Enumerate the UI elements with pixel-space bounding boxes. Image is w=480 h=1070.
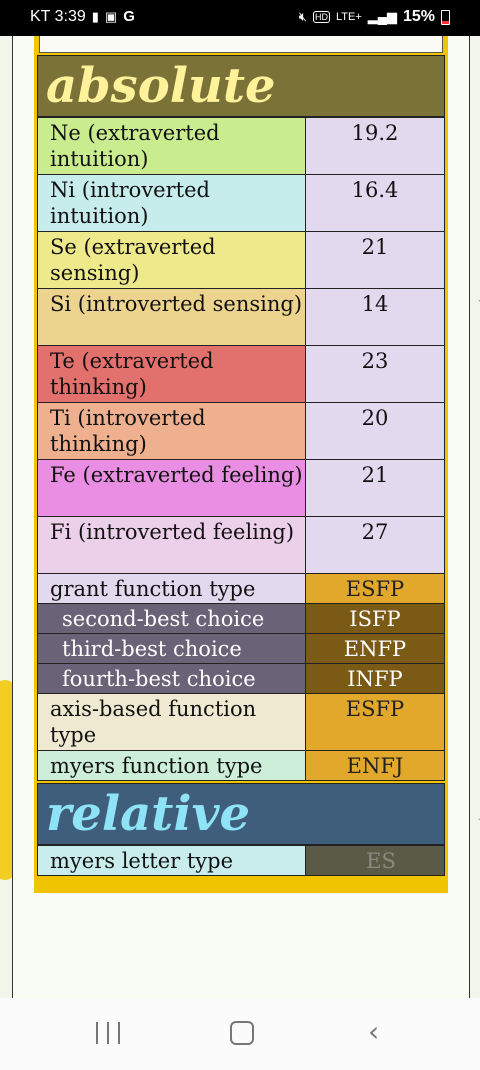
hd-icon: HD	[312, 11, 330, 23]
table-row: Ne (extraverted intuition) 19.2	[37, 117, 446, 175]
axis-label: axis-based function type	[37, 693, 306, 751]
navigation-bar: ‹	[0, 998, 480, 1070]
function-value: 21	[304, 231, 446, 289]
google-icon: G	[123, 8, 135, 25]
function-value: 27	[304, 516, 446, 574]
table-top-row	[39, 36, 443, 53]
table-row: Ni (introverted intuition) 16.4	[37, 174, 446, 232]
grant-value: ESFP	[304, 573, 446, 604]
table-row: fourth-best choice INFP	[37, 663, 446, 694]
decorative-curve	[471, 300, 480, 820]
function-table: absolute Ne (extraverted intuition) 19.2 N…	[34, 36, 448, 893]
function-label: Fi (introverted feeling)	[37, 516, 306, 574]
function-value: 23	[304, 345, 446, 403]
table-row: Fe (extraverted feeling) 21	[37, 459, 446, 517]
table-row: Fi (introverted feeling) 27	[37, 516, 446, 574]
function-value: 19.2	[304, 117, 446, 175]
back-icon[interactable]: ‹	[368, 1015, 380, 1048]
function-label: Se (extraverted sensing)	[37, 231, 306, 289]
function-label: Fe (extraverted feeling)	[37, 459, 306, 517]
function-value: 20	[304, 402, 446, 460]
table-row: third-best choice ENFP	[37, 633, 446, 664]
table-row: myers function type ENFJ	[37, 750, 446, 781]
table-row: Se (extraverted sensing) 21	[37, 231, 446, 289]
function-label: Si (introverted sensing)	[37, 288, 306, 346]
function-value: 21	[304, 459, 446, 517]
axis-value: ESFP	[304, 693, 446, 751]
table-row: Te (extraverted thinking) 23	[37, 345, 446, 403]
home-icon[interactable]	[230, 1021, 254, 1045]
function-value: 14	[304, 288, 446, 346]
table-row: myers letter type ES	[37, 845, 446, 876]
myers-function-label: myers function type	[37, 750, 306, 781]
time: KT 3:39	[30, 8, 86, 25]
second-choice-value: ISFP	[304, 603, 446, 634]
fourth-choice-value: INFP	[304, 663, 446, 694]
table-row: second-best choice ISFP	[37, 603, 446, 634]
battery-icon	[441, 9, 450, 25]
absolute-table: Ne (extraverted intuition) 19.2 Ni (introv…	[37, 117, 446, 781]
section-header-absolute: absolute	[37, 55, 445, 117]
recent-apps-icon[interactable]	[96, 1022, 120, 1044]
myers-function-value: ENFJ	[304, 750, 446, 781]
battery-percent: 15%	[402, 8, 435, 25]
table-row: grant function type ESFP	[37, 573, 446, 604]
third-choice-value: ENFP	[304, 633, 446, 664]
image-icon: ▣	[104, 9, 118, 24]
second-choice-label: second-best choice	[37, 603, 306, 634]
third-choice-label: third-best choice	[37, 633, 306, 664]
myers-letter-label: myers letter type	[37, 845, 306, 876]
table-row: Ti (introverted thinking) 20	[37, 402, 446, 460]
table-row: Si (introverted sensing) 14	[37, 288, 446, 346]
status-bar: KT 3:39 ▮ ▣ G 🔇︎ HD LTE+ ▂▄▆ 15%	[0, 0, 480, 36]
function-label: Ne (extraverted intuition)	[37, 117, 306, 175]
battery-saver-icon: ▮	[91, 9, 99, 24]
myers-letter-value: ES	[304, 845, 446, 876]
fourth-choice-label: fourth-best choice	[37, 663, 306, 694]
function-label: Ti (introverted thinking)	[37, 402, 306, 460]
mute-icon: 🔇︎	[298, 9, 307, 24]
function-label: Ni (introverted intuition)	[37, 174, 306, 232]
grant-label: grant function type	[37, 573, 306, 604]
function-value: 16.4	[304, 174, 446, 232]
function-label: Te (extraverted thinking)	[37, 345, 306, 403]
relative-table: myers letter type ES	[37, 845, 446, 876]
section-header-relative: relative	[37, 783, 445, 845]
table-row: axis-based function type ESFP	[37, 693, 446, 751]
network-label: LTE+	[335, 11, 362, 23]
signal-icon: ▂▄▆	[367, 9, 397, 24]
